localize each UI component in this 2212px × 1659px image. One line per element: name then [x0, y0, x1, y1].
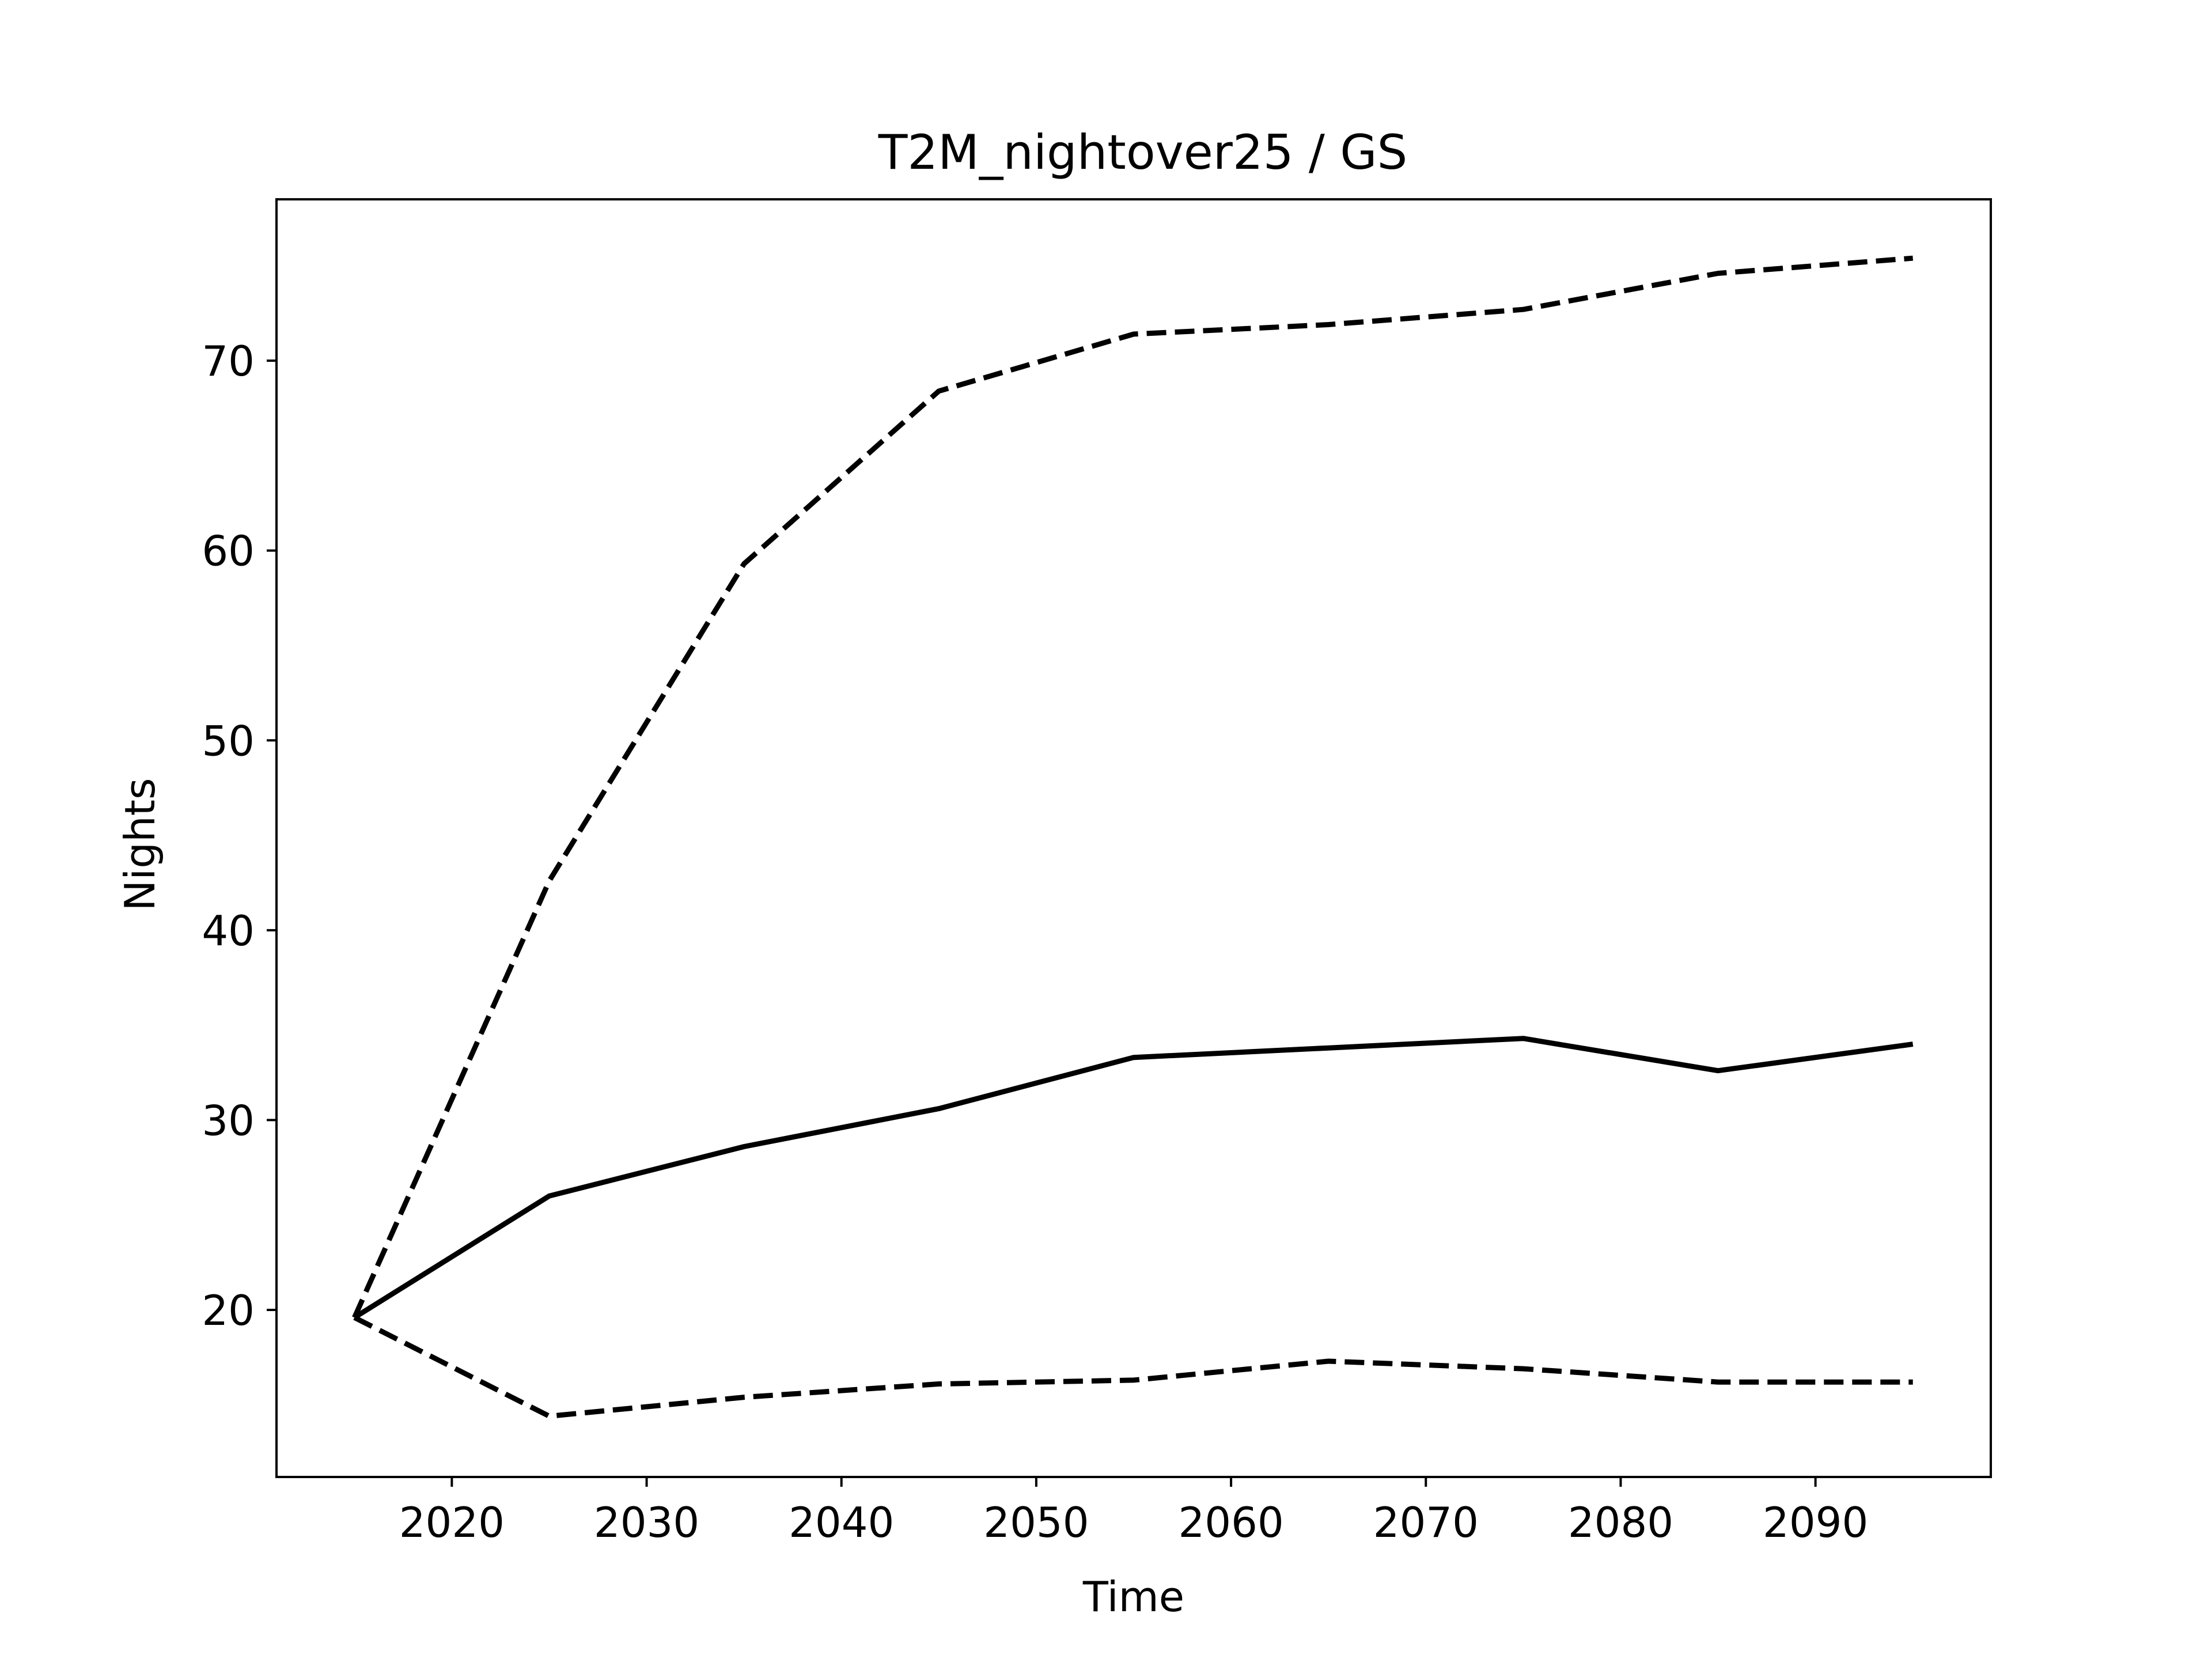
x-tick-label: 2050 [983, 1498, 1089, 1547]
x-tick-label: 2020 [399, 1498, 505, 1547]
x-tick-label: 2030 [594, 1498, 699, 1547]
ticks-layer: 2020 2030 2040 2050 2060 2070 2080 209020304050… [202, 337, 1868, 1547]
x-axis-label: Time [1082, 1573, 1184, 1621]
series-line-3 [353, 1315, 1913, 1419]
y-tick-label: 20 [202, 1286, 255, 1335]
chart-title: T2M_nightover25 / GS [878, 124, 1408, 180]
y-tick-label: 50 [202, 717, 255, 765]
y-tick-label: 30 [202, 1096, 255, 1145]
y-tick-label: 70 [202, 337, 255, 385]
y-tick-label: 40 [202, 907, 255, 955]
x-tick-label: 2090 [1763, 1498, 1868, 1547]
series-line-1 [352, 255, 1914, 1319]
x-tick-label: 2080 [1568, 1498, 1673, 1547]
series-layer [352, 255, 1914, 1419]
x-tick-label: 2060 [1178, 1498, 1283, 1547]
x-tick-label: 2040 [789, 1498, 894, 1547]
plot-frame [275, 198, 1992, 1478]
y-tick-label: 60 [202, 527, 255, 575]
y-axis-label: Nights [116, 778, 164, 911]
x-tick-label: 2070 [1373, 1498, 1479, 1547]
series-line-2 [353, 1036, 1914, 1320]
